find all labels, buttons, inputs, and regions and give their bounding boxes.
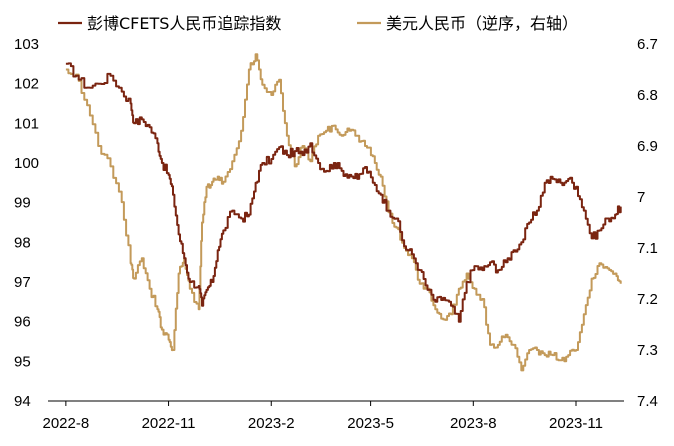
y-right-tick-label: 6.8 (637, 87, 658, 104)
y-left-tick-label: 98 (14, 234, 31, 251)
x-tick-label: 2022-8 (43, 415, 90, 432)
x-tick-label: 2023-5 (347, 415, 394, 432)
x-tick-label: 2022-11 (142, 415, 196, 432)
y-axis-left: 103 102 101 100 99 98 97 96 95 94 (14, 36, 39, 410)
y-right-tick-label: 6.9 (637, 138, 658, 155)
y-left-tick-label: 100 (14, 155, 39, 172)
series-line-usdcny (65, 53, 622, 372)
y-right-tick-label: 7.2 (637, 291, 658, 308)
legend-label-usdcny: 美元人民币（逆序，右轴） (386, 14, 578, 33)
x-axis: 2022-8 2022-11 2023-2 2023-5 2023-8 2023-11 (43, 401, 603, 432)
y-axis-right: 6.7 6.8 6.9 7 7.1 7.2 7.3 7.4 (637, 36, 658, 410)
series-line-cfets (65, 62, 622, 323)
y-left-tick-label: 102 (14, 76, 39, 93)
legend-label-cfets: 彭博CFETS人民币追踪指数 (87, 14, 281, 33)
y-right-tick-label: 7.1 (637, 240, 658, 257)
x-tick-label: 2023-2 (248, 415, 295, 432)
y-left-tick-label: 99 (14, 195, 31, 212)
plot-area (65, 53, 622, 372)
y-left-tick-label: 95 (14, 353, 31, 370)
y-left-tick-label: 94 (14, 393, 31, 410)
y-right-tick-label: 7 (637, 189, 645, 206)
y-right-tick-label: 6.7 (637, 36, 658, 53)
y-right-tick-label: 7.4 (637, 393, 658, 410)
y-left-tick-label: 97 (14, 274, 31, 291)
x-tick-label: 2023-11 (549, 415, 603, 432)
y-left-tick-label: 101 (14, 115, 39, 132)
y-left-tick-label: 96 (14, 314, 31, 331)
y-left-tick-label: 103 (14, 36, 39, 53)
legend: 彭博CFETS人民币追踪指数 美元人民币（逆序，右轴） (58, 14, 578, 33)
x-tick-label: 2023-8 (450, 415, 497, 432)
y-right-tick-label: 7.3 (637, 342, 658, 359)
